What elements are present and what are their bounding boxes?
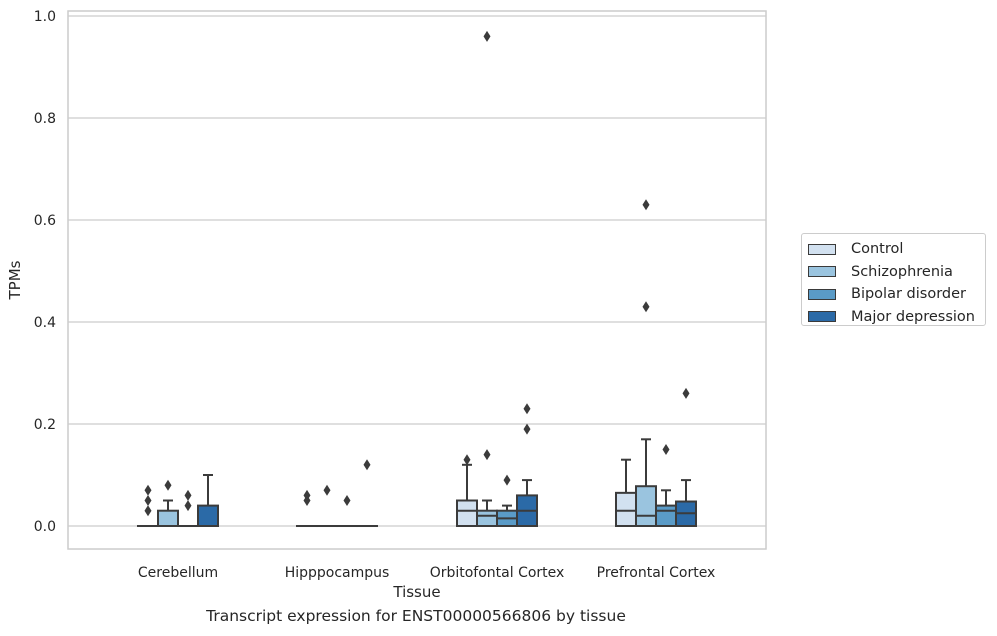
outlier-point: [144, 505, 152, 517]
x-tick-label: Hipppocampus: [285, 565, 390, 581]
outlier-point: [662, 444, 670, 455]
box-body: [635, 485, 657, 527]
box: [496, 504, 518, 528]
outlier-point: [343, 495, 351, 506]
y-axis-label: TPMs: [6, 260, 24, 300]
gridlines: [68, 15, 766, 527]
legend-swatch-major-depression: [808, 311, 836, 323]
legend-label-schizophrenia: Schizophrenia: [851, 263, 953, 280]
y-tick-label: 0.8: [34, 111, 56, 127]
outlier-point: [483, 449, 491, 461]
box-body: [456, 499, 478, 527]
outlier-point: [184, 489, 192, 501]
box: [655, 489, 677, 528]
outlier-point: [164, 479, 172, 491]
outlier-point: [682, 387, 690, 399]
y-tick-label: 0.4: [34, 315, 56, 331]
outlier-point: [184, 500, 192, 512]
box-body: [157, 509, 179, 528]
box-body: [197, 504, 219, 528]
legend-item-bipolar-disorder: Bipolar disorder: [808, 283, 985, 306]
x-tick-labels: Cerebellum Hipppocampus Orbitofontal Corte…: [138, 565, 715, 581]
box: [157, 499, 179, 528]
outlier-points: [144, 30, 690, 517]
legend-label-major-depression: Major depression: [851, 308, 975, 325]
legend-label-control: Control: [851, 241, 904, 258]
box: [615, 458, 637, 528]
plot-frame: [67, 10, 767, 550]
box: [456, 463, 478, 527]
y-tick-label: 0.0: [34, 519, 56, 535]
chart-caption: Transcript expression for ENST0000056680…: [206, 607, 626, 625]
x-tick-label: Prefrontal Cortex: [597, 565, 716, 581]
box: [635, 438, 657, 527]
box-groups: [137, 438, 697, 528]
outlier-point: [144, 495, 152, 506]
outlier-point: [363, 459, 371, 471]
box: [516, 479, 538, 527]
y-tick-label: 0.6: [34, 213, 56, 229]
outlier-point: [323, 484, 331, 496]
legend-item-schizophrenia: Schizophrenia: [808, 261, 985, 284]
legend-item-control: Control: [808, 238, 985, 261]
box-body: [476, 509, 498, 528]
outlier-point: [642, 301, 650, 313]
outlier-point: [463, 454, 471, 466]
box: [476, 499, 498, 528]
box: [197, 474, 219, 528]
outlier-point: [642, 199, 650, 211]
y-tick-labels: 0.0 0.2 0.4 0.6 0.8 1.0: [34, 9, 56, 535]
box-body: [655, 504, 677, 528]
x-tick-label: Orbitofontal Cortex: [430, 565, 565, 581]
legend: Control Schizophrenia Bipolar disorder M…: [801, 233, 986, 326]
legend-swatch-schizophrenia: [808, 266, 836, 278]
outlier-point: [503, 474, 511, 486]
x-axis-label: Tissue: [392, 583, 440, 601]
outlier-point: [303, 489, 311, 501]
legend-label-bipolar-disorder: Bipolar disorder: [851, 286, 966, 303]
y-tick-label: 1.0: [34, 9, 56, 25]
box: [675, 479, 697, 527]
y-tick-label: 0.2: [34, 417, 56, 433]
outlier-point: [523, 403, 531, 415]
outlier-point: [144, 484, 152, 496]
x-tick-label: Cerebellum: [138, 565, 218, 581]
box-body: [615, 491, 637, 528]
legend-swatch-control: [808, 243, 836, 255]
outlier-point: [483, 30, 491, 42]
legend-swatch-bipolar-disorder: [808, 288, 836, 300]
legend-item-major-depression: Major depression: [808, 306, 985, 329]
outlier-point: [523, 423, 531, 435]
